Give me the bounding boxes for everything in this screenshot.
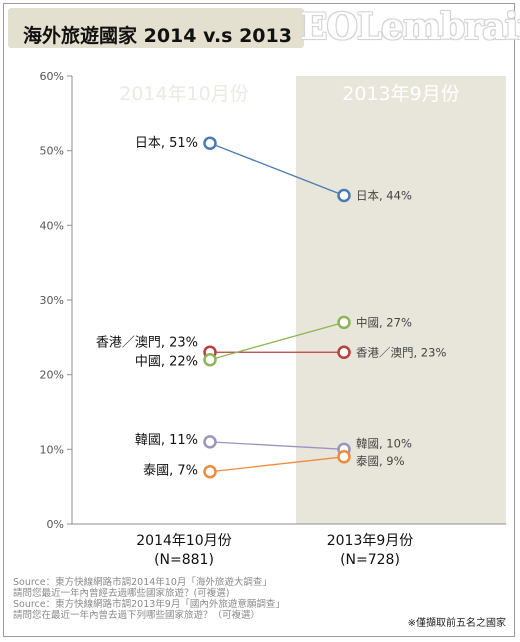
title-bar: 海外旅遊國家 2014 v.s 2013 [8, 8, 304, 48]
column-header: 2014年10月份 [119, 83, 249, 105]
series-line [209, 456, 345, 473]
x-category-sublabel: (N=881) [154, 552, 214, 568]
data-label: 日本, 44% [356, 188, 412, 202]
data-label: 香港／澳門, 23% [96, 334, 198, 350]
x-category-label: 2014年10月份 [136, 533, 231, 549]
data-label: 香港／澳門, 23% [356, 345, 446, 359]
source-notes: Source：東方快線網路市調2014年10月「海外旅遊大調查」 請問您最近一年… [13, 577, 285, 621]
source-line: 請問您在最近一年內曾去過下列哪些國家旅遊？（可複選） [13, 610, 261, 621]
y-tick-label: 20% [40, 369, 64, 382]
source-line: Source：東方快線網路市調2013年9月「國內外旅遊意願調查」 [13, 599, 285, 610]
data-label: 中國, 22% [135, 355, 198, 370]
data-label: 中國, 27% [356, 315, 412, 329]
series-line [209, 441, 345, 450]
data-point [203, 464, 217, 479]
column-header: 2013年9月份 [342, 83, 459, 105]
x-category-sublabel: (N=728) [340, 552, 400, 568]
data-label: 泰國, 7% [143, 464, 198, 479]
data-label: 泰國, 9% [356, 454, 405, 468]
y-tick-label: 10% [40, 443, 64, 456]
source-line: 請問您最近一年內曾經去過哪些國家旅遊？(可複選) [13, 588, 230, 599]
x-category-label: 2013年9月份 [327, 533, 414, 549]
y-tick-label: 0% [47, 518, 64, 531]
y-tick-label: 60% [40, 70, 64, 83]
series-line [209, 142, 345, 197]
data-point [337, 315, 351, 330]
brand-watermark: EOLembrain [300, 6, 520, 48]
source-line: Source：東方快線網路市調2014年10月「海外旅遊大調查」 [13, 577, 272, 588]
chart-title: 海外旅遊國家 2014 v.s 2013 [23, 25, 292, 47]
data-label: 韓國, 11% [135, 433, 198, 448]
series-line [209, 321, 345, 361]
footnote: ※僅擷取前五名之國家 [407, 618, 506, 629]
data-point [203, 136, 217, 150]
data-label: 韓國, 10% [356, 436, 412, 450]
y-tick-label: 30% [40, 294, 64, 307]
data-point [337, 188, 351, 203]
data-point [203, 435, 217, 449]
column-background-2013 [296, 76, 506, 524]
data-point [203, 352, 217, 367]
y-tick-label: 50% [40, 145, 64, 158]
data-label: 日本, 51% [135, 136, 198, 151]
data-point [337, 345, 351, 360]
y-tick-label: 40% [40, 219, 64, 232]
data-point [337, 450, 351, 464]
